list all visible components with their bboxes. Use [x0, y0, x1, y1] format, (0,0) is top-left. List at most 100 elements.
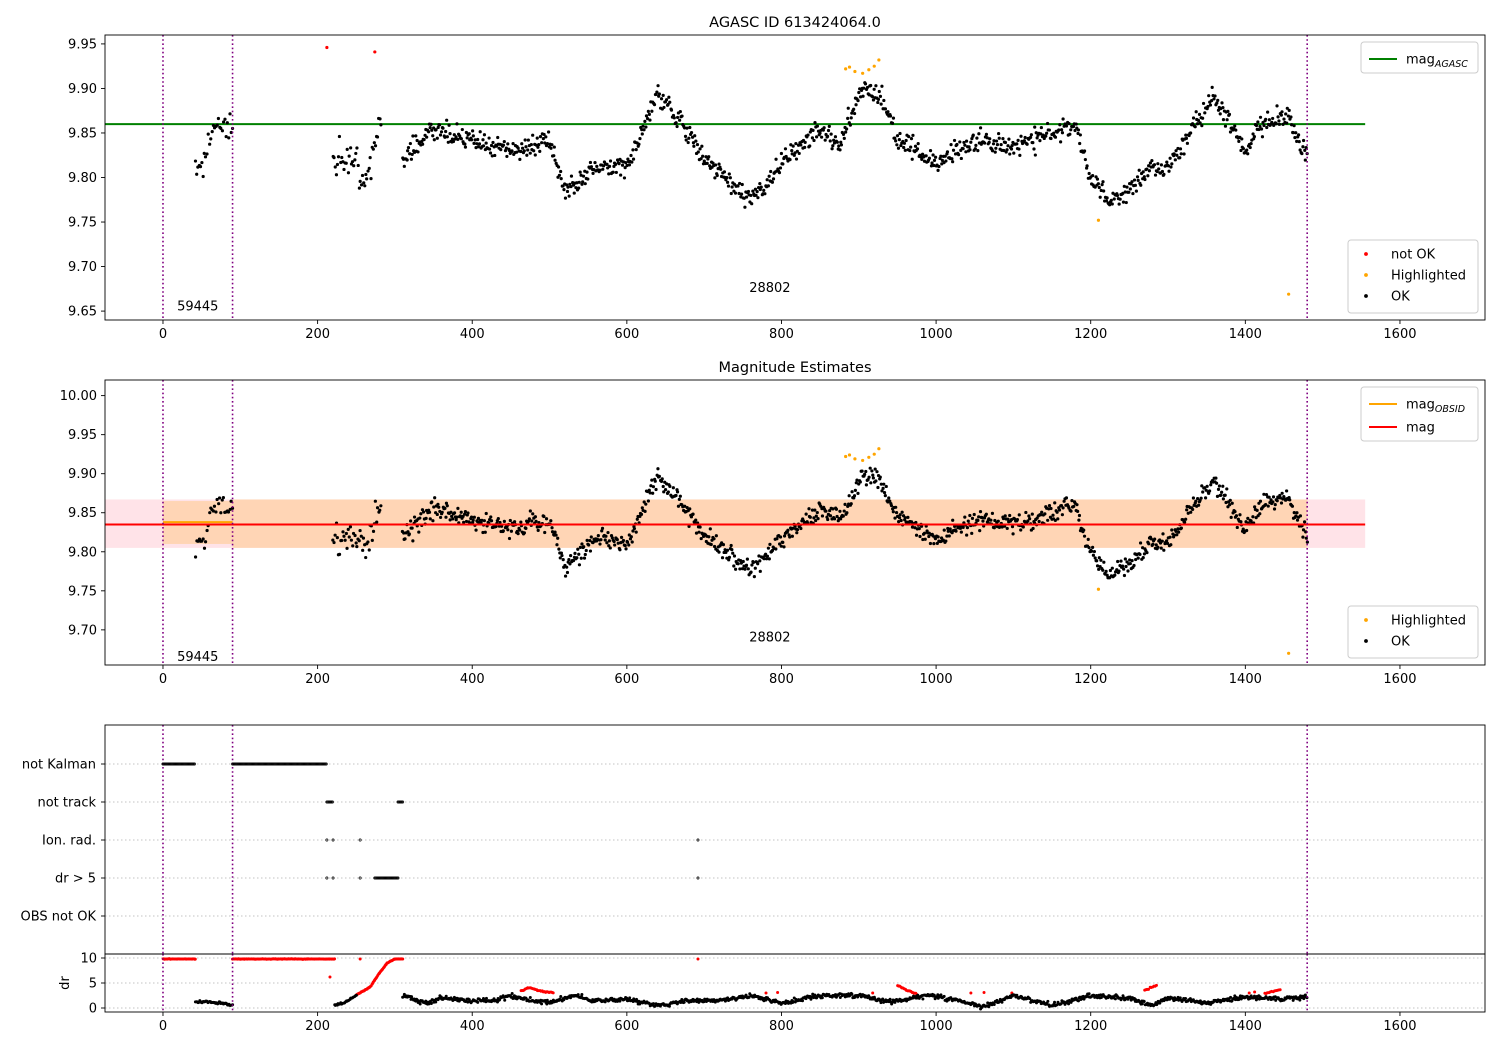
dr-3-point: [838, 996, 842, 1000]
ok-point: [432, 505, 436, 509]
ok-point: [854, 481, 858, 485]
ok-point: [1060, 513, 1064, 517]
dr-3-point: [969, 991, 973, 995]
obsid-label: 59445: [177, 300, 218, 315]
ok-point: [751, 189, 755, 193]
ok-point: [549, 519, 553, 523]
ok-point: [695, 142, 700, 147]
ok-point: [379, 123, 383, 127]
ok-point: [749, 193, 753, 198]
ok-point: [1184, 517, 1188, 521]
dr-3-point: [1053, 1000, 1057, 1004]
axes-frame: [104, 379, 1486, 666]
ok-point: [577, 180, 581, 184]
ok-point: [528, 151, 532, 155]
ok-point: [977, 515, 981, 519]
ok-point: [688, 125, 692, 130]
legend-label-subscript: OBSID: [1435, 404, 1465, 415]
ok-point: [849, 502, 853, 506]
ok-point: [331, 538, 335, 542]
ok-point: [1102, 560, 1106, 564]
ok-point: [202, 151, 206, 155]
ok-point: [472, 141, 476, 145]
ok-point: [1145, 167, 1149, 171]
ok-point: [1045, 131, 1049, 135]
ok-point: [965, 533, 969, 537]
ok-point: [882, 482, 886, 486]
dr-3-point: [809, 997, 813, 1001]
ok-point: [1099, 558, 1103, 562]
highlighted-point: [872, 64, 876, 68]
ok-point: [1105, 196, 1109, 200]
ok-point: [595, 164, 599, 168]
ok-point: [1190, 122, 1195, 126]
ok-point: [533, 153, 537, 157]
ok-point: [897, 520, 901, 524]
ok-point: [362, 181, 366, 185]
ok-point: [1024, 510, 1028, 515]
ok-point: [1068, 132, 1072, 136]
ok-point: [200, 160, 204, 165]
ok-point: [1191, 116, 1196, 120]
ok-point: [600, 526, 605, 530]
ok-point: [474, 528, 478, 532]
ok-point: [906, 515, 910, 519]
ok-point: [1292, 124, 1296, 128]
ok-point: [622, 176, 627, 180]
dr-3-point: [1059, 1002, 1063, 1006]
ok-point: [373, 499, 377, 503]
ok-point: [756, 562, 760, 566]
ok-point: [1060, 128, 1064, 132]
ok-point: [645, 116, 650, 121]
ok-point: [854, 103, 858, 107]
ok-point: [520, 146, 525, 150]
ok-point: [662, 490, 666, 494]
ok-point: [762, 188, 766, 192]
ok-point: [655, 90, 659, 94]
ok-point: [995, 142, 1000, 147]
legend-label: mag: [1406, 421, 1435, 436]
ok-point: [206, 132, 210, 136]
ok-point: [1064, 496, 1069, 500]
ok-point: [456, 137, 460, 142]
ok-point: [1078, 141, 1082, 146]
ok-point: [1195, 122, 1200, 126]
legend-frame: [1360, 41, 1479, 74]
ok-point: [217, 496, 222, 500]
ok-point: [893, 136, 897, 140]
ok-point: [661, 93, 665, 97]
ok-point: [571, 180, 575, 185]
ok-point: [903, 516, 907, 520]
ok-point: [845, 511, 849, 515]
ok-point: [1037, 519, 1041, 524]
ok-point: [337, 134, 342, 139]
ok-point: [209, 137, 213, 141]
ok-point: [225, 121, 229, 125]
ok-point: [1239, 520, 1243, 524]
ok-point: [450, 137, 455, 141]
ok-point: [344, 161, 348, 165]
ok-point: [678, 118, 682, 122]
ok-point: [482, 519, 486, 523]
ok-point: [714, 534, 718, 538]
ok-point: [1053, 501, 1057, 505]
dr-3-point: [871, 991, 875, 995]
ok-point: [1228, 498, 1232, 502]
ok-point: [933, 155, 938, 159]
ok-point: [489, 519, 494, 523]
y-tick-label: 9.70: [68, 623, 97, 638]
ok-point: [1258, 499, 1263, 503]
ok-point: [565, 570, 570, 575]
flag-point-not-kalman: [324, 762, 328, 766]
ok-point: [1128, 558, 1132, 562]
ok-point: [419, 512, 423, 516]
ok-point: [1287, 108, 1291, 113]
ok-point: [1272, 507, 1277, 511]
ok-point: [469, 515, 474, 519]
ok-point: [872, 87, 876, 91]
ok-point: [203, 155, 208, 159]
ok-point: [898, 513, 902, 517]
ok-point: [966, 519, 970, 523]
ok-point: [553, 530, 557, 534]
ok-point: [1203, 496, 1208, 500]
